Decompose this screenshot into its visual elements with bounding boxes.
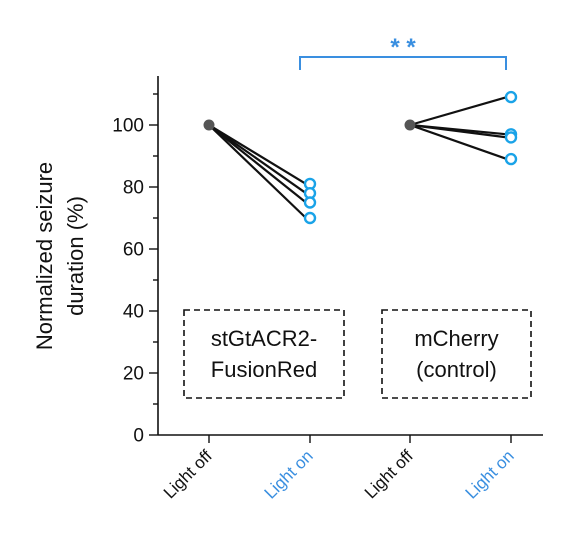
paired-line [409,123,508,161]
y-axis-label-line: duration (%) [63,196,88,316]
x-tick-label: Light on [462,446,518,502]
y-axis-label: Normalized seizure duration (%) [32,162,88,350]
group-label-box [381,309,532,399]
x-axis: Light off Light on Light off Light on [158,434,543,503]
significance-bracket: * * [299,34,507,70]
x-tick-label: Light on [261,446,317,502]
group-label-text: mCherry [414,326,498,351]
paired-line [208,124,307,185]
y-tick-label: 40 [123,302,144,323]
y-tick-label: 20 [123,364,144,385]
bracket-line [299,56,507,70]
x-tick-label: Light off [361,446,417,502]
significance-label: * * [390,34,416,61]
group-label-text: (control) [416,357,497,382]
y-axis-label-line: Normalized seizure [32,162,57,350]
y-axis: 0 20 40 60 80 100 [112,76,159,447]
light-off-point [404,119,416,131]
paired-line [409,123,508,139]
y-tick-label: 60 [123,240,144,261]
light-on-point [303,211,317,225]
light-on-point [504,131,518,144]
y-tick-label: 100 [112,116,144,137]
paired-line [409,96,508,127]
paired-line [208,124,307,219]
series [203,90,518,225]
light-on-point [303,196,317,209]
group-label-text: FusionRed [211,357,317,382]
light-off-point [203,119,215,131]
light-on-point [504,90,518,104]
y-tick-label: 0 [133,426,144,447]
y-tick-label: 80 [123,178,144,199]
paired-line [208,124,307,204]
group-label-box [183,309,345,399]
paired-line [208,124,307,195]
group-label-text: stGtACR2- [211,326,317,351]
light-on-point [504,152,518,166]
group-boxes: stGtACR2- FusionRed mCherry (control) [183,309,532,399]
x-tick-label: Light off [160,446,216,502]
y-axis-title: Normalized seizure duration (%) [32,162,88,350]
